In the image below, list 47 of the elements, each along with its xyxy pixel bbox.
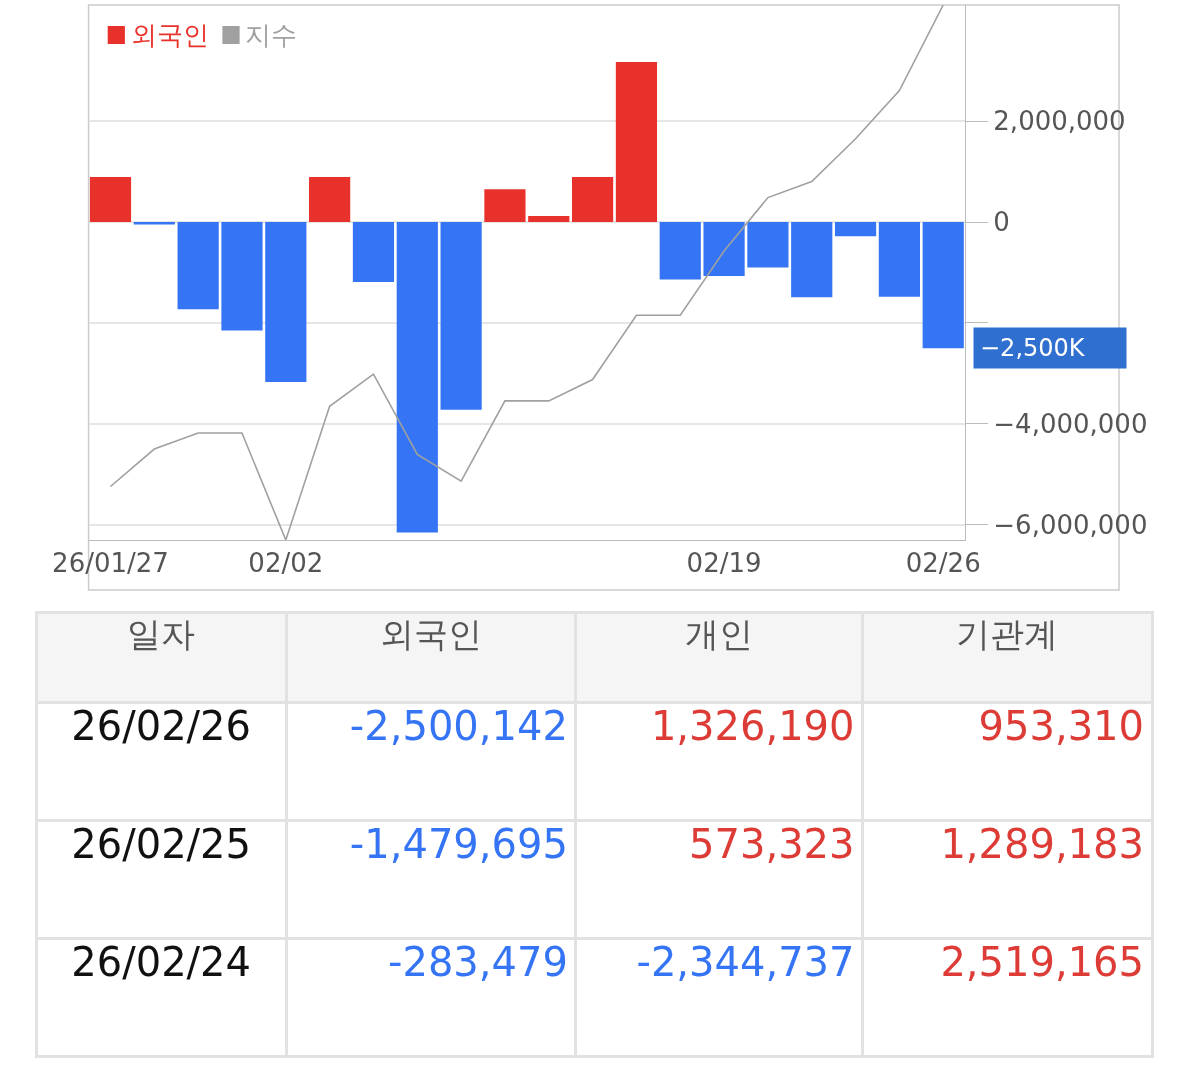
- text: -2,500,142: [349, 703, 568, 749]
- category-label: 26/02/24: [71, 939, 251, 985]
- bar: [615, 62, 658, 223]
- x-tick-label: 02/19: [686, 548, 762, 579]
- bar: [352, 222, 395, 283]
- text: 1,326,190: [650, 703, 855, 749]
- text: 1,289,183: [940, 821, 1144, 867]
- category-label: 기관계: [956, 613, 1059, 654]
- bar: [221, 222, 263, 331]
- bar: [747, 222, 789, 268]
- bar: [440, 222, 482, 410]
- x-tick-label: 02/02: [248, 548, 324, 579]
- y-tick-label: 0: [993, 207, 1010, 238]
- bar: [396, 222, 438, 533]
- text: 2,519,165: [940, 939, 1144, 985]
- x-tick-label: 02/26: [905, 548, 981, 579]
- x-tick-label: 26/01/27: [52, 548, 169, 579]
- text: -283,479: [388, 939, 568, 985]
- category-label: 외국인: [380, 613, 483, 654]
- bar: [177, 222, 219, 310]
- category-label: 개인: [685, 613, 754, 654]
- bar: [659, 222, 701, 280]
- bar: [309, 177, 351, 223]
- bar: [265, 222, 307, 383]
- text: -2,344,737: [636, 939, 855, 985]
- bar: [878, 222, 920, 297]
- category-label: 26/02/25: [71, 821, 251, 867]
- bar: [703, 222, 745, 277]
- category-label: 일자: [127, 613, 196, 654]
- bar: [484, 189, 526, 223]
- legend-label: 지수: [245, 20, 297, 50]
- legend-label: 외국인: [131, 20, 209, 50]
- bar: [922, 222, 964, 349]
- bar: [791, 222, 833, 298]
- bar: [834, 222, 877, 237]
- text: 573,323: [689, 821, 855, 867]
- text: 953,310: [978, 703, 1144, 749]
- bar: [133, 222, 175, 225]
- y-tick-label: −6,000,000: [993, 509, 1148, 540]
- text: −2,500K: [980, 334, 1086, 362]
- bar: [528, 215, 570, 223]
- text: -1,479,695: [349, 821, 568, 867]
- bar: [571, 177, 614, 223]
- category-label: 26/02/26: [71, 703, 251, 749]
- bar: [89, 177, 132, 223]
- y-tick-label: −4,000,000: [993, 409, 1148, 440]
- y-tick-label: 2,000,000: [993, 106, 1126, 137]
